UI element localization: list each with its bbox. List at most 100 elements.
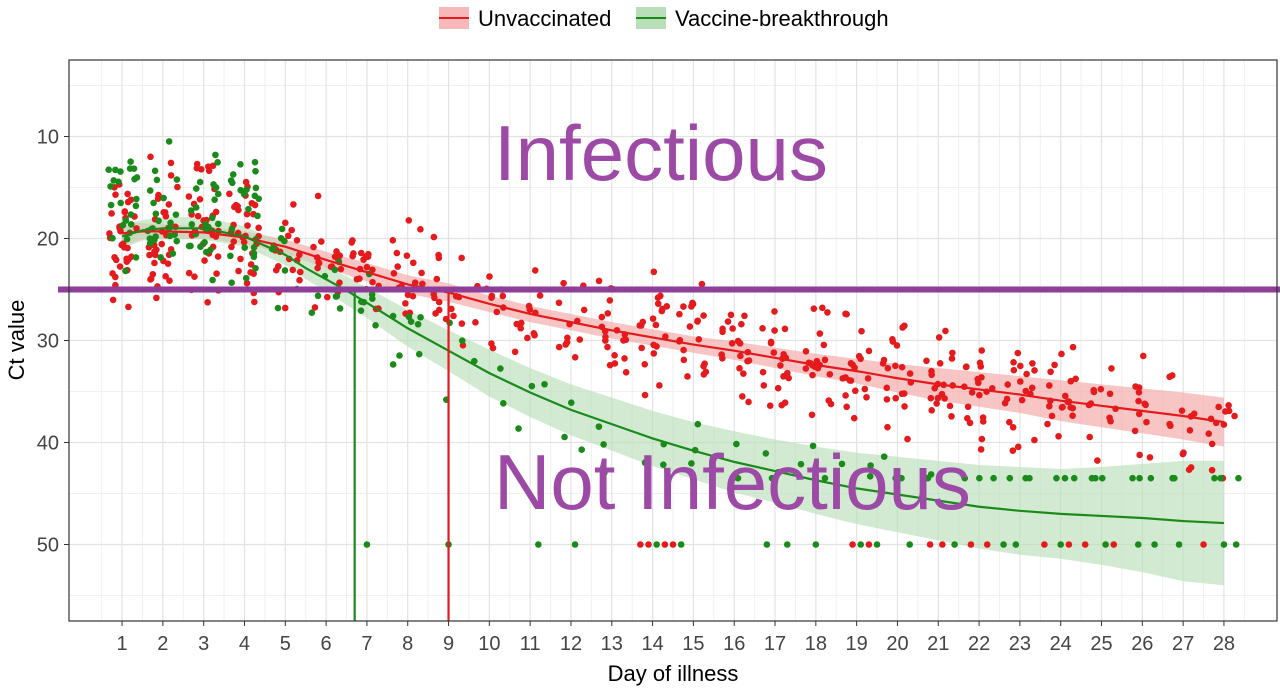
unvaccinated-point xyxy=(432,310,439,317)
breakthrough-point xyxy=(112,166,119,174)
unvaccinated-point xyxy=(1009,423,1017,431)
unvaccinated-point xyxy=(1143,418,1150,426)
unvaccinated-point xyxy=(740,370,747,377)
breakthrough-point xyxy=(331,266,339,274)
breakthrough-point xyxy=(1012,541,1020,548)
breakthrough-point xyxy=(407,318,415,325)
unvaccinated-point xyxy=(255,224,262,232)
breakthrough-point xyxy=(821,474,829,482)
unvaccinated-point xyxy=(363,263,371,271)
unvaccinated-point xyxy=(1139,352,1147,360)
unvaccinated-point xyxy=(1065,541,1073,548)
legend-breakthrough-label: Vaccine-breakthrough xyxy=(675,6,889,31)
legend: Unvaccinated Vaccine-breakthrough xyxy=(439,6,889,31)
unvaccinated-point xyxy=(669,541,677,548)
unvaccinated-point xyxy=(778,401,786,409)
unvaccinated-point xyxy=(1046,382,1053,389)
breakthrough-point xyxy=(1220,541,1228,548)
breakthrough-point xyxy=(1098,474,1106,482)
unvaccinated-point xyxy=(1004,381,1012,388)
breakthrough-point xyxy=(117,199,124,207)
unvaccinated-point xyxy=(658,307,666,315)
unvaccinated-point xyxy=(403,252,411,260)
unvaccinated-point xyxy=(232,201,240,209)
breakthrough-point xyxy=(1151,541,1158,548)
breakthrough-point xyxy=(866,473,874,480)
breakthrough-point xyxy=(641,459,649,466)
breakthrough-point xyxy=(123,235,131,243)
unvaccinated-point xyxy=(458,254,465,262)
breakthrough-point xyxy=(1000,541,1007,548)
unvaccinated-point xyxy=(369,278,376,286)
unvaccinated-point xyxy=(1047,368,1054,376)
unvaccinated-point xyxy=(777,362,784,369)
breakthrough-point xyxy=(252,167,259,175)
breakthrough-point xyxy=(110,177,117,184)
breakthrough-point xyxy=(571,541,579,548)
breakthrough-point xyxy=(414,320,422,328)
unvaccinated-point xyxy=(978,435,986,443)
unvaccinated-point xyxy=(641,391,649,399)
x-tick-label: 15 xyxy=(682,633,704,655)
unvaccinated-point xyxy=(898,363,906,371)
unvaccinated-point xyxy=(781,325,789,333)
unvaccinated-point xyxy=(185,269,193,277)
unvaccinated-point xyxy=(1208,466,1216,474)
breakthrough-point xyxy=(119,222,127,229)
unvaccinated-point xyxy=(968,389,976,396)
breakthrough-point xyxy=(653,541,660,548)
breakthrough-point xyxy=(155,217,162,225)
breakthrough-point xyxy=(1057,541,1065,548)
fit-lines xyxy=(121,227,1225,525)
unvaccinated-point xyxy=(1029,360,1036,367)
unvaccinated-point xyxy=(564,334,571,342)
breakthrough-point xyxy=(688,460,695,467)
x-tick-label: 7 xyxy=(361,633,372,655)
unvaccinated-point xyxy=(536,292,544,299)
unvaccinated-point xyxy=(639,318,647,326)
x-tick-label: 10 xyxy=(478,633,500,655)
unvaccinated-point xyxy=(826,370,834,378)
breakthrough-point xyxy=(185,242,193,250)
unvaccinated-point xyxy=(928,407,936,414)
unvaccinated-point xyxy=(892,362,899,370)
y-tick-label: 20 xyxy=(37,229,59,251)
breakthrough-point xyxy=(677,541,685,548)
unvaccinated-point xyxy=(524,334,531,342)
unvaccinated-point xyxy=(244,222,251,229)
breakthrough-point xyxy=(166,232,174,240)
unvaccinated-point xyxy=(810,305,818,313)
unvaccinated-point xyxy=(728,339,736,347)
breakthrough-point xyxy=(212,151,219,159)
unvaccinated-point xyxy=(531,267,539,274)
unvaccinated-point xyxy=(133,225,140,232)
breakthrough-point xyxy=(214,220,222,228)
breakthrough-point xyxy=(152,210,160,218)
breakthrough-point xyxy=(308,309,316,317)
unvaccinated-point xyxy=(1003,395,1011,403)
unvaccinated-point xyxy=(825,397,833,404)
breakthrough-point xyxy=(368,291,376,298)
breakthrough-point xyxy=(122,267,129,275)
breakthrough-point xyxy=(146,187,154,194)
unvaccinated-point xyxy=(1222,408,1229,415)
unvaccinated-point xyxy=(324,293,331,301)
unvaccinated-point xyxy=(858,327,865,335)
unvaccinated-point xyxy=(1061,392,1069,400)
unvaccinated-point xyxy=(147,153,154,161)
unvaccinated-point xyxy=(289,266,297,274)
unvaccinated-point xyxy=(892,394,900,402)
breakthrough-point xyxy=(1061,474,1069,482)
unvaccinated-point xyxy=(296,276,303,284)
unvaccinated-point xyxy=(759,368,767,376)
unvaccinated-point xyxy=(606,297,614,304)
breakthrough-point xyxy=(1147,474,1155,482)
unvaccinated-point xyxy=(560,279,567,287)
unvaccinated-point xyxy=(493,308,501,316)
breakthrough-point xyxy=(132,254,140,261)
breakthrough-point xyxy=(127,221,135,228)
unvaccinated-point xyxy=(402,300,409,307)
unvaccinated-point xyxy=(719,355,726,362)
unvaccinated-point xyxy=(511,348,519,356)
unvaccinated-point xyxy=(719,325,726,333)
